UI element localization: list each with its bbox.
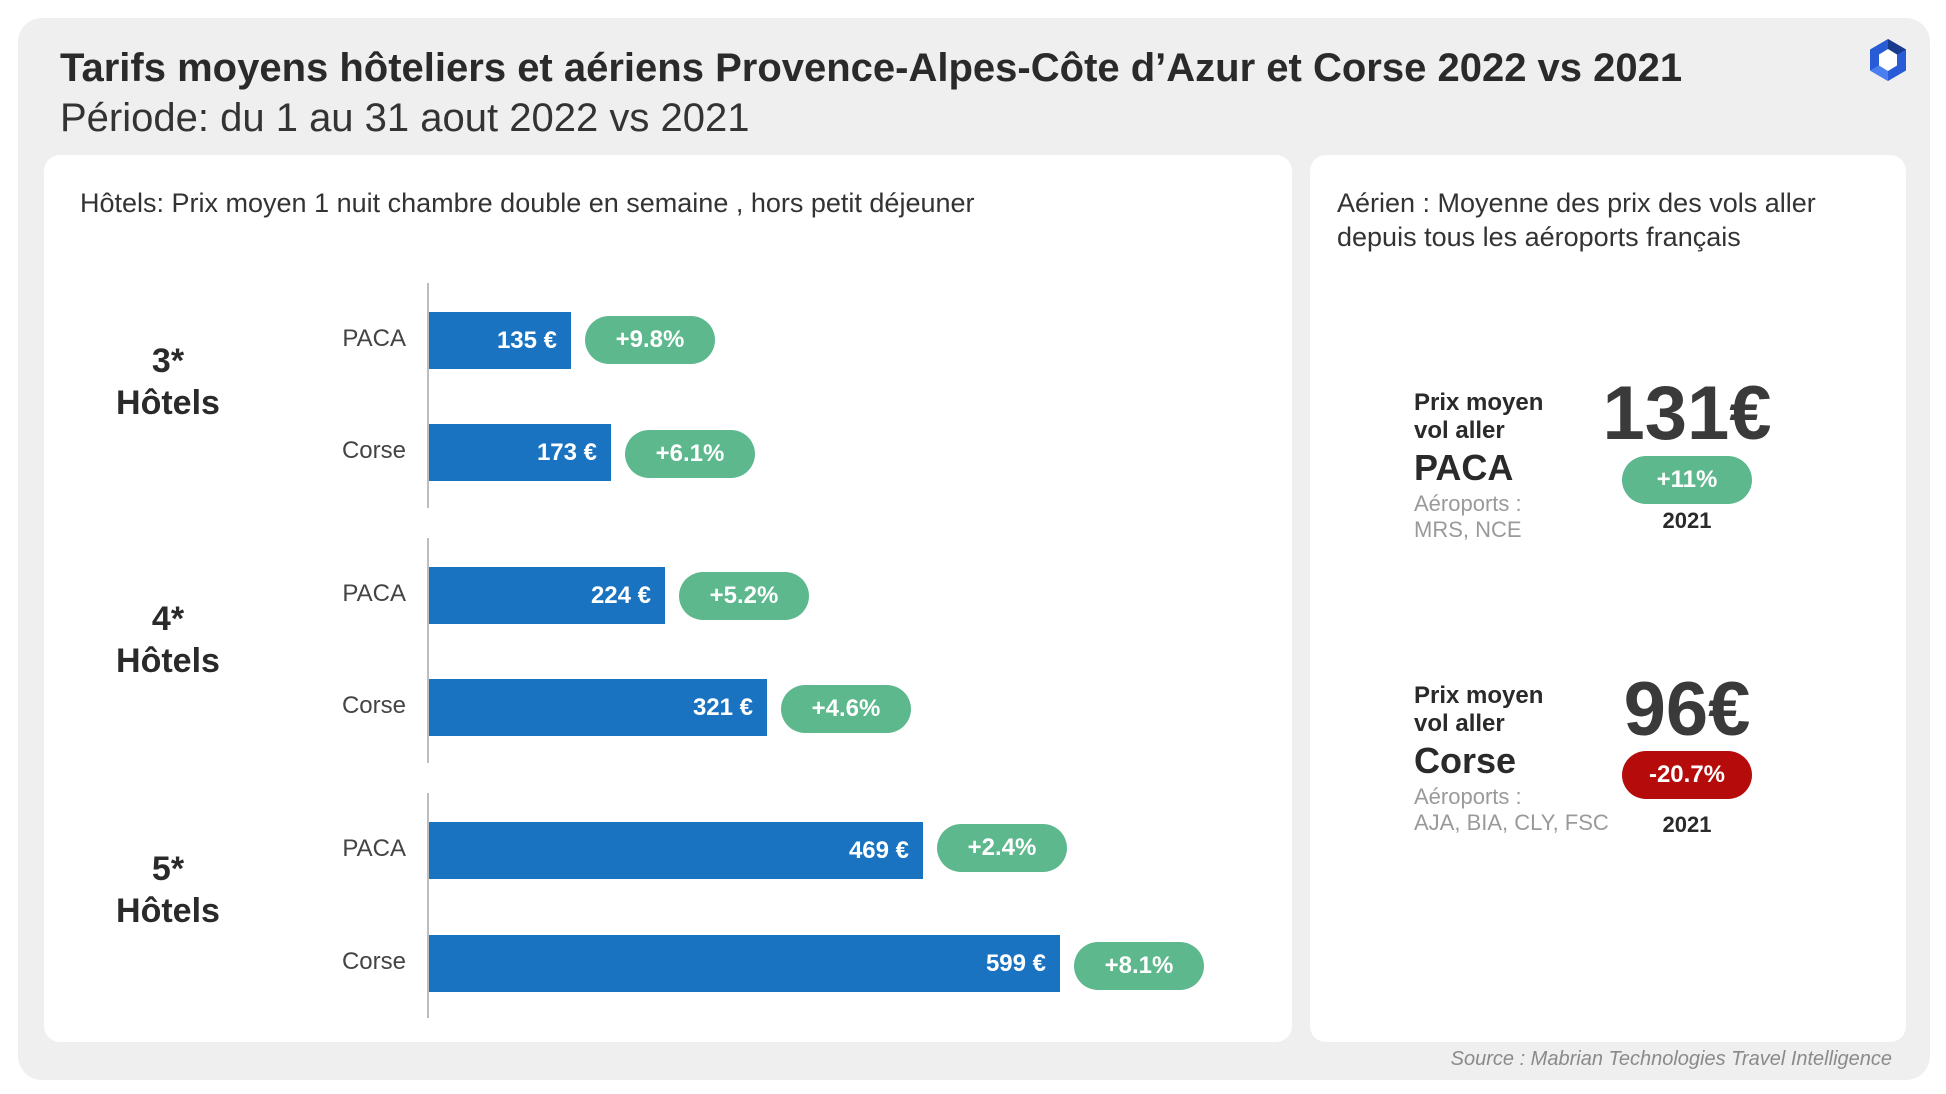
change-pill-5-star-corse: +8.1% (1074, 942, 1204, 990)
flight-title-line: Prix moyen (1414, 389, 1544, 416)
flights-heading: Aérien : Moyenne des prix des vols aller… (1337, 188, 1816, 252)
change-pill-4-star-paca: +5.2% (679, 572, 809, 620)
row-label-paca: PACA (342, 580, 406, 607)
bar-5-star-corse: 599 € (429, 935, 1060, 992)
group-label-4-star: 4* Hôtels (78, 598, 258, 682)
airports-label: Aéroports : (1414, 784, 1522, 809)
flight-title-paca: Prix moyen vol aller (1414, 389, 1543, 445)
bar-4-star-corse: 321 € (429, 679, 767, 736)
group-stars: 4* (151, 600, 185, 638)
bar-value-label: 135 € (496, 326, 557, 354)
flight-airports-corse: Aéroports : AJA, BIA, CLY, FSC (1414, 784, 1609, 836)
flight-airports-paca: Aéroports : MRS, NCE (1414, 491, 1522, 543)
flight-city-paca: PACA (1414, 447, 1514, 488)
bar-value-label: 173 € (536, 438, 597, 466)
hexagon-logo-icon (1870, 39, 1906, 81)
flight-title-corse: Prix moyen vol aller (1414, 682, 1543, 738)
flight-change-pill-corse: -20.7% (1622, 751, 1752, 799)
flight-title-line: vol aller (1414, 417, 1505, 444)
change-pill-3-star-corse: +6.1% (625, 430, 755, 478)
row-label-paca: PACA (342, 325, 406, 352)
hotels-panel (44, 155, 1292, 1042)
bar-4-star-paca: 224 € (429, 567, 665, 624)
airports-label: Aéroports : (1414, 491, 1522, 516)
group-label-3-star: 3* Hôtels (78, 340, 258, 424)
row-label-corse: Corse (341, 437, 406, 464)
group-type: Hôtels (116, 384, 220, 422)
axis-line (427, 538, 429, 763)
bar-value-label: 321 € (692, 693, 753, 721)
flight-title-line: vol aller (1414, 710, 1505, 737)
flight-city-corse: Corse (1414, 740, 1517, 781)
axis-line (427, 793, 429, 1018)
change-pill-3-star-paca: +9.8% (585, 316, 715, 364)
flight-title-line: Prix moyen (1414, 682, 1544, 709)
page-title: Tarifs moyens hôteliers et aériens Prove… (60, 46, 1683, 90)
source-note: Source : Mabrian Technologies Travel Int… (1450, 1048, 1892, 1070)
airports-list: MRS, NCE (1414, 517, 1522, 542)
bar-value-label: 224 € (590, 581, 651, 609)
flight-price-corse: 96€ (1623, 667, 1751, 752)
flight-year-paca: 2021 (1662, 508, 1712, 533)
group-stars: 3* (151, 342, 185, 380)
group-stars: 5* (151, 850, 185, 888)
flight-change-pill-paca: +11% (1622, 456, 1752, 504)
row-label-corse: Corse (341, 948, 406, 975)
axis-line (427, 283, 429, 508)
group-type: Hôtels (116, 642, 220, 680)
change-pill-5-star-paca: +2.4% (937, 824, 1067, 872)
flight-year-corse: 2021 (1662, 812, 1712, 837)
change-pill-4-star-corse: +4.6% (781, 685, 911, 733)
bar-value-label: 469 € (848, 836, 909, 864)
bar-value-label: 599 € (985, 949, 1046, 977)
bar-5-star-paca: 469 € (429, 822, 923, 879)
airports-list: AJA, BIA, CLY, FSC (1414, 810, 1609, 835)
flights-panel (1310, 155, 1906, 1042)
bar-3-star-paca: 135 € (429, 312, 571, 369)
group-label-5-star: 5* Hôtels (78, 848, 258, 932)
bar-3-star-corse: 173 € (429, 424, 611, 481)
row-label-corse: Corse (341, 692, 406, 719)
page-subtitle: Période: du 1 au 31 aout 2022 vs 2021 (60, 96, 750, 140)
flight-price-paca: 131€ (1602, 371, 1772, 456)
row-label-paca: PACA (342, 835, 406, 862)
hotels-heading: Hôtels: Prix moyen 1 nuit chambre double… (80, 188, 975, 218)
group-type: Hôtels (116, 892, 220, 930)
